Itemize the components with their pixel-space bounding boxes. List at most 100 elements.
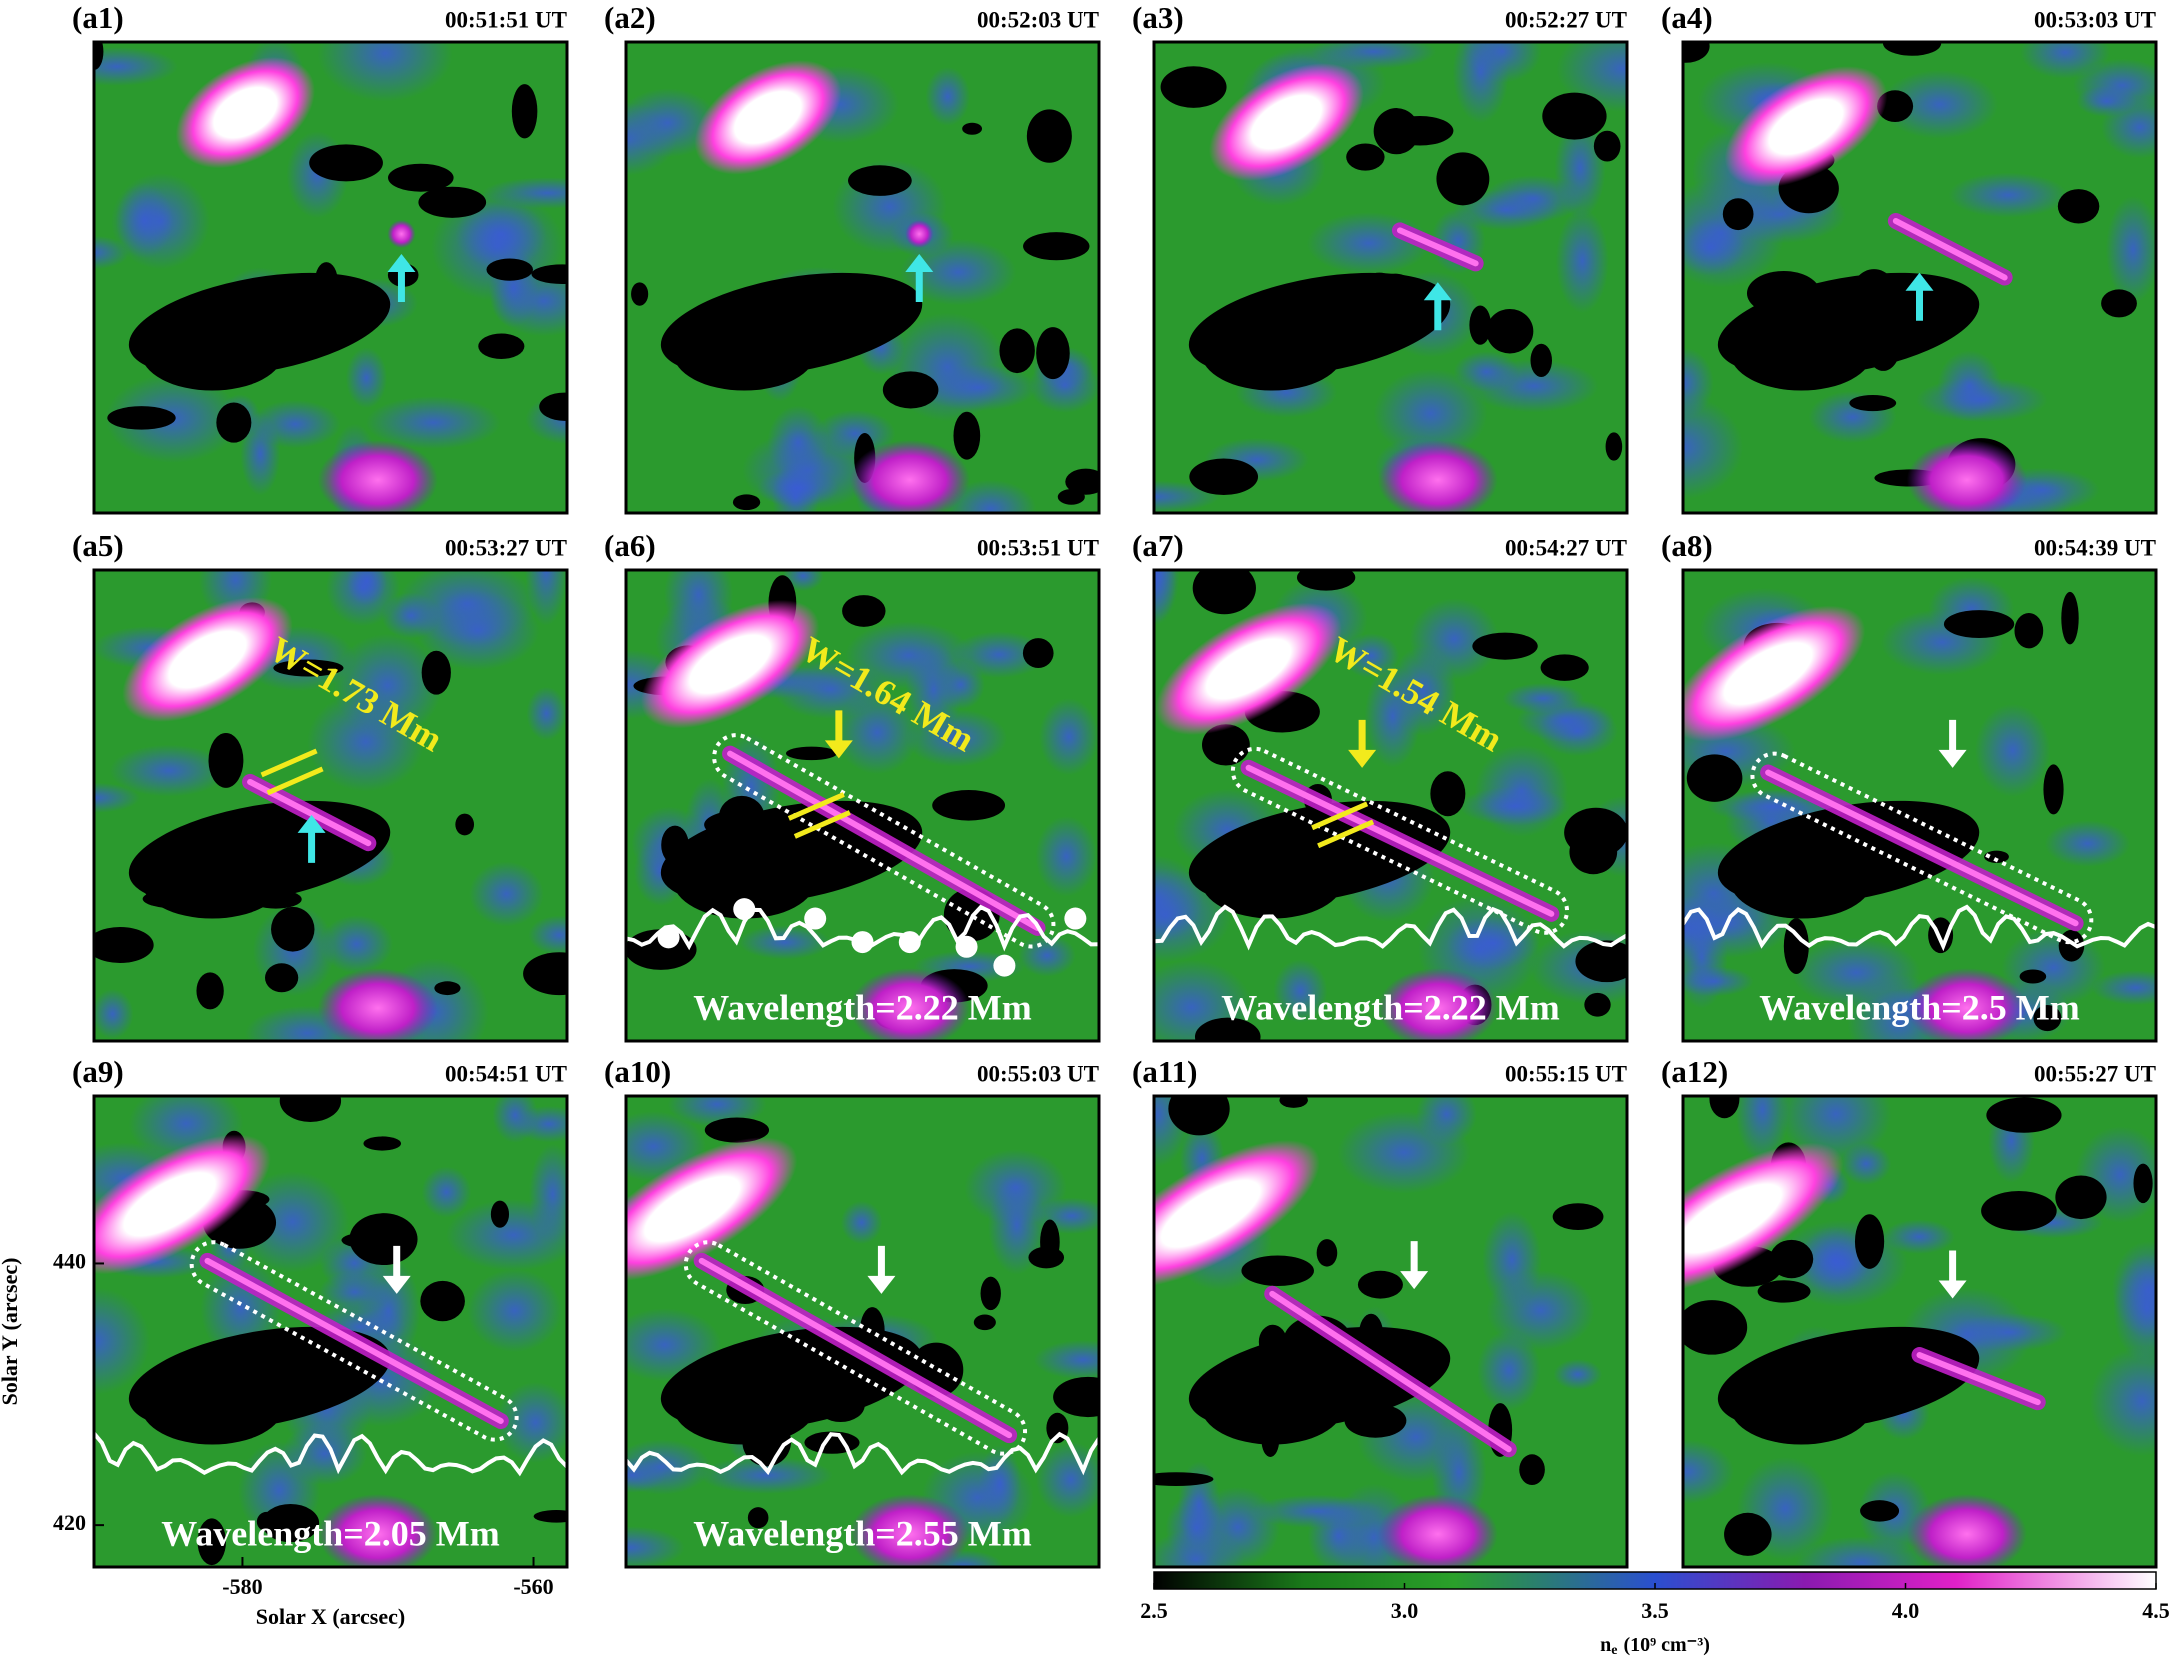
- dark-patch: [539, 392, 567, 421]
- dark-patch: [1154, 1472, 1214, 1487]
- dark-patch: [523, 952, 567, 996]
- dark-region: [1201, 1369, 1344, 1445]
- blue-patch: [1555, 208, 1609, 314]
- blue-patch: [1948, 172, 2068, 218]
- dark-patch: [533, 1509, 567, 1523]
- blue-patch: [1683, 395, 1743, 499]
- dark-patch: [349, 1213, 418, 1266]
- dark-patch: [1722, 198, 1754, 231]
- dark-patch: [1683, 1300, 1748, 1355]
- outline: [189, 1240, 519, 1442]
- panel-frame: [1681, 40, 2158, 515]
- streak-core: [1269, 1290, 1512, 1453]
- blue-patch: [109, 744, 228, 797]
- blue-patch: [2113, 1253, 2156, 1364]
- dark-patch: [2055, 1175, 2107, 1220]
- dark-patch: [1279, 1096, 1308, 1108]
- blue-patch: [1373, 368, 1488, 458]
- blue-patch: [492, 1096, 539, 1143]
- dark-patch: [1981, 1190, 2057, 1231]
- blue-patch: [1474, 744, 1569, 837]
- panel-frame: [624, 40, 1101, 515]
- y-tick-label: 440: [53, 1249, 86, 1274]
- dark-region: [1201, 315, 1344, 391]
- dark-patch: [1192, 570, 1256, 615]
- panel-image: [1683, 570, 2156, 1041]
- blue-patch: [840, 1200, 883, 1245]
- dark-patch: [1986, 1097, 2062, 1133]
- panel-label: (a1): [72, 0, 124, 35]
- dark-patch: [1357, 1270, 1403, 1299]
- dark-patch: [882, 371, 939, 409]
- dark-patch: [1854, 1214, 1885, 1269]
- panel-image: [626, 1096, 1099, 1567]
- arrow-head: [824, 740, 853, 759]
- blue-patch: [1553, 1359, 1603, 1390]
- panel-image: [1683, 42, 2156, 513]
- wavelength-label: Wavelength=2.22 Mm: [1221, 987, 1559, 1027]
- dark-patch: [1022, 638, 1054, 668]
- blue-patch: [526, 686, 567, 741]
- dark-patch: [1436, 152, 1490, 206]
- outline: [683, 1240, 1028, 1456]
- bright-region: [1906, 440, 2027, 513]
- blue-patch: [1951, 1312, 2068, 1352]
- blue-patch: [365, 396, 501, 450]
- panel-label: (a7): [1132, 528, 1184, 563]
- dark-patch: [94, 926, 154, 964]
- bright-region: [1377, 1494, 1498, 1567]
- bright-region: [1209, 63, 1364, 182]
- bright-region: [849, 968, 970, 1041]
- blue-patch: [94, 989, 134, 1039]
- blue-patch: [1937, 350, 2002, 422]
- dark-patch: [1757, 1280, 1811, 1303]
- dark-patch: [786, 746, 837, 761]
- blue-patch: [1154, 570, 1177, 624]
- blue-patch: [2105, 195, 2156, 304]
- panel-time: 00:51:51 UT: [445, 7, 567, 32]
- panel-label: (a5): [72, 528, 124, 563]
- dark-patch: [1026, 109, 1072, 163]
- dark-patch: [1984, 850, 2009, 863]
- dark-patch: [1168, 1096, 1230, 1136]
- dark-patch: [1346, 143, 1385, 171]
- panel-time: 00:53:27 UT: [445, 535, 567, 560]
- panel-frame: [1681, 1094, 2158, 1569]
- blue-patch: [1273, 959, 1328, 1023]
- blue-patch: [467, 1268, 562, 1353]
- panel-label: (a9): [72, 1054, 124, 1089]
- blue-patch: [2091, 970, 2156, 1006]
- dark-patch: [1605, 432, 1623, 461]
- dark-patch: [478, 333, 525, 359]
- dark-patch: [309, 144, 383, 182]
- dark-patch: [1783, 918, 1809, 975]
- blue-patch: [626, 1526, 685, 1567]
- arrow-head: [1905, 272, 1934, 291]
- blue-patch: [1154, 1529, 1245, 1567]
- dark-patch: [1040, 1219, 1060, 1265]
- wavelength-label: Wavelength=2.05 Mm: [161, 1513, 499, 1553]
- width-bar: [260, 748, 318, 778]
- dark-region: [1201, 843, 1344, 919]
- dark-patch: [420, 1280, 465, 1322]
- dark-region: [141, 843, 284, 919]
- dark-patch: [1053, 1376, 1099, 1418]
- dot: [993, 954, 1016, 977]
- dark-patch: [279, 1096, 342, 1122]
- bright-region: [849, 440, 970, 513]
- bright-region: [1683, 605, 1866, 742]
- bright-dot: [905, 219, 934, 248]
- dark-region: [1730, 315, 1873, 391]
- blue-patch: [2101, 96, 2156, 159]
- dark-patch: [953, 411, 981, 460]
- dark-patch: [1849, 395, 1897, 412]
- dark-patch: [2061, 591, 2079, 645]
- profile-curve: [1154, 904, 1627, 951]
- panel-frame: [624, 1094, 1101, 1569]
- dark-patch: [197, 1518, 226, 1566]
- arrow-head: [1938, 749, 1967, 768]
- panel-frame: [92, 40, 569, 515]
- dot: [955, 935, 978, 958]
- dark-patch: [1316, 1239, 1338, 1267]
- dark-patch: [1296, 570, 1356, 591]
